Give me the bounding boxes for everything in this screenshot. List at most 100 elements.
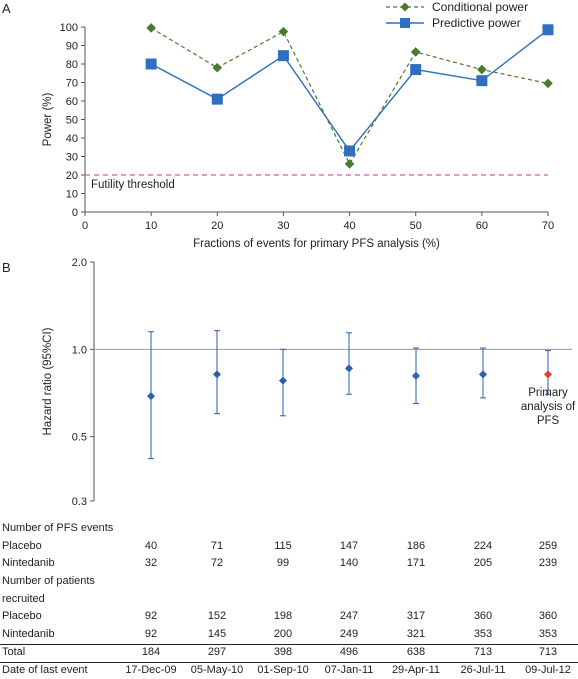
table-row-label: recruited: [2, 591, 45, 609]
predictive-power-point: [278, 50, 289, 61]
y-tick-label: 0: [72, 207, 78, 219]
table-cell: 92: [116, 608, 186, 626]
legend-conditional-label: Conditional power: [432, 0, 528, 14]
predictive-power-point: [410, 64, 421, 75]
table-cell: 638: [381, 644, 451, 662]
table-cell: 186: [381, 538, 451, 556]
predictive-power-point: [212, 94, 223, 105]
table-cell: 200: [248, 626, 318, 644]
conditional-power-point: [411, 47, 421, 57]
table-cell: 72: [182, 555, 252, 573]
table-cell: 152: [182, 608, 252, 626]
conditional-power-point: [477, 65, 487, 75]
table-row: Number of PFS events: [0, 520, 578, 538]
table-cell: 09-Jul-12: [513, 662, 578, 679]
y-axis-title-b: Hazard ratio (95%CI): [42, 327, 54, 435]
x-axis-title: Fractions of events for primary PFS anal…: [193, 238, 440, 250]
table-row-label: Placebo: [2, 538, 42, 556]
hr-point: [213, 370, 221, 378]
predictive-power-point: [344, 145, 355, 156]
predictive-power-point: [476, 75, 487, 86]
table-cell: 17-Dec-09: [116, 662, 186, 679]
hr-point: [345, 364, 353, 372]
conditional-power-point: [279, 27, 289, 37]
primary-hr-point: [544, 370, 552, 378]
y-axis-title: Power (%): [42, 92, 54, 146]
y-tick-label: 100: [60, 22, 78, 34]
conditional-power-point: [146, 23, 156, 33]
table-cell: 224: [448, 538, 518, 556]
table-row: recruited: [0, 591, 578, 609]
y-tick-label: 80: [66, 59, 78, 71]
table-cell: 360: [513, 608, 578, 626]
table-cell: 26-Jul-11: [448, 662, 518, 679]
table-row-label: Date of last event: [2, 662, 88, 679]
table-cell: 40: [116, 538, 186, 556]
x-tick-label: 0: [82, 220, 88, 232]
predictive-power-line: [151, 30, 548, 151]
y-tick-label-b: 0.5: [72, 432, 87, 444]
y-tick-label: 70: [66, 78, 78, 90]
y-tick-label: 60: [66, 96, 78, 108]
table-row-label: Total: [2, 644, 25, 662]
table-cell: 198: [248, 608, 318, 626]
table-cell: 239: [513, 555, 578, 573]
table-row-label: Placebo: [2, 608, 42, 626]
table-cell: 398: [248, 644, 318, 662]
conditional-power-point: [212, 63, 222, 73]
table-cell: 360: [448, 608, 518, 626]
y-tick-label: 20: [66, 170, 78, 182]
table-cell: 71: [182, 538, 252, 556]
table-row-label: Number of patients: [2, 573, 95, 591]
table-cell: 01-Sep-10: [248, 662, 318, 679]
table-cell: 259: [513, 538, 578, 556]
primary-analysis-annotation: analysis of: [521, 401, 576, 413]
table-cell: 147: [314, 538, 384, 556]
table-rule: [0, 662, 578, 663]
y-tick-label-b: 2.0: [72, 257, 87, 269]
table-cell: 247: [314, 608, 384, 626]
table-cell: 713: [513, 644, 578, 662]
table-cell: 184: [116, 644, 186, 662]
table-cell: 171: [381, 555, 451, 573]
x-tick-label: 10: [145, 220, 157, 232]
y-tick-label: 90: [66, 41, 78, 53]
table-cell: 496: [314, 644, 384, 662]
hr-point: [279, 377, 287, 385]
y-tick-label: 30: [66, 152, 78, 164]
table-cell: 92: [116, 626, 186, 644]
x-tick-label: 60: [476, 220, 488, 232]
x-tick-label: 40: [343, 220, 355, 232]
table-row-label: Number of PFS events: [2, 520, 113, 538]
x-tick-label: 30: [277, 220, 289, 232]
x-tick-label: 70: [542, 220, 554, 232]
table-cell: 317: [381, 608, 451, 626]
futility-threshold-label: Futility threshold: [91, 179, 175, 191]
conditional-power-point: [543, 79, 553, 89]
table-cell: 99: [248, 555, 318, 573]
y-tick-label-b: 0.3: [72, 496, 87, 508]
table-rule: [0, 644, 578, 645]
hr-point: [147, 392, 155, 400]
hr-point: [479, 370, 487, 378]
y-tick-label: 40: [66, 133, 78, 145]
table-cell: 205: [448, 555, 518, 573]
table-cell: 249: [314, 626, 384, 644]
predictive-power-point: [146, 59, 157, 70]
table-row-label: Nintedanib: [2, 555, 55, 573]
table-cell: 353: [448, 626, 518, 644]
predictive-power-point: [543, 24, 554, 35]
table-cell: 29-Apr-11: [381, 662, 451, 679]
x-tick-label: 50: [410, 220, 422, 232]
table-cell: 32: [116, 555, 186, 573]
primary-analysis-annotation: Primary: [528, 387, 568, 399]
legend-conditional-marker: [401, 3, 410, 12]
primary-analysis-annotation: PFS: [537, 415, 560, 427]
table-cell: 05-May-10: [182, 662, 252, 679]
